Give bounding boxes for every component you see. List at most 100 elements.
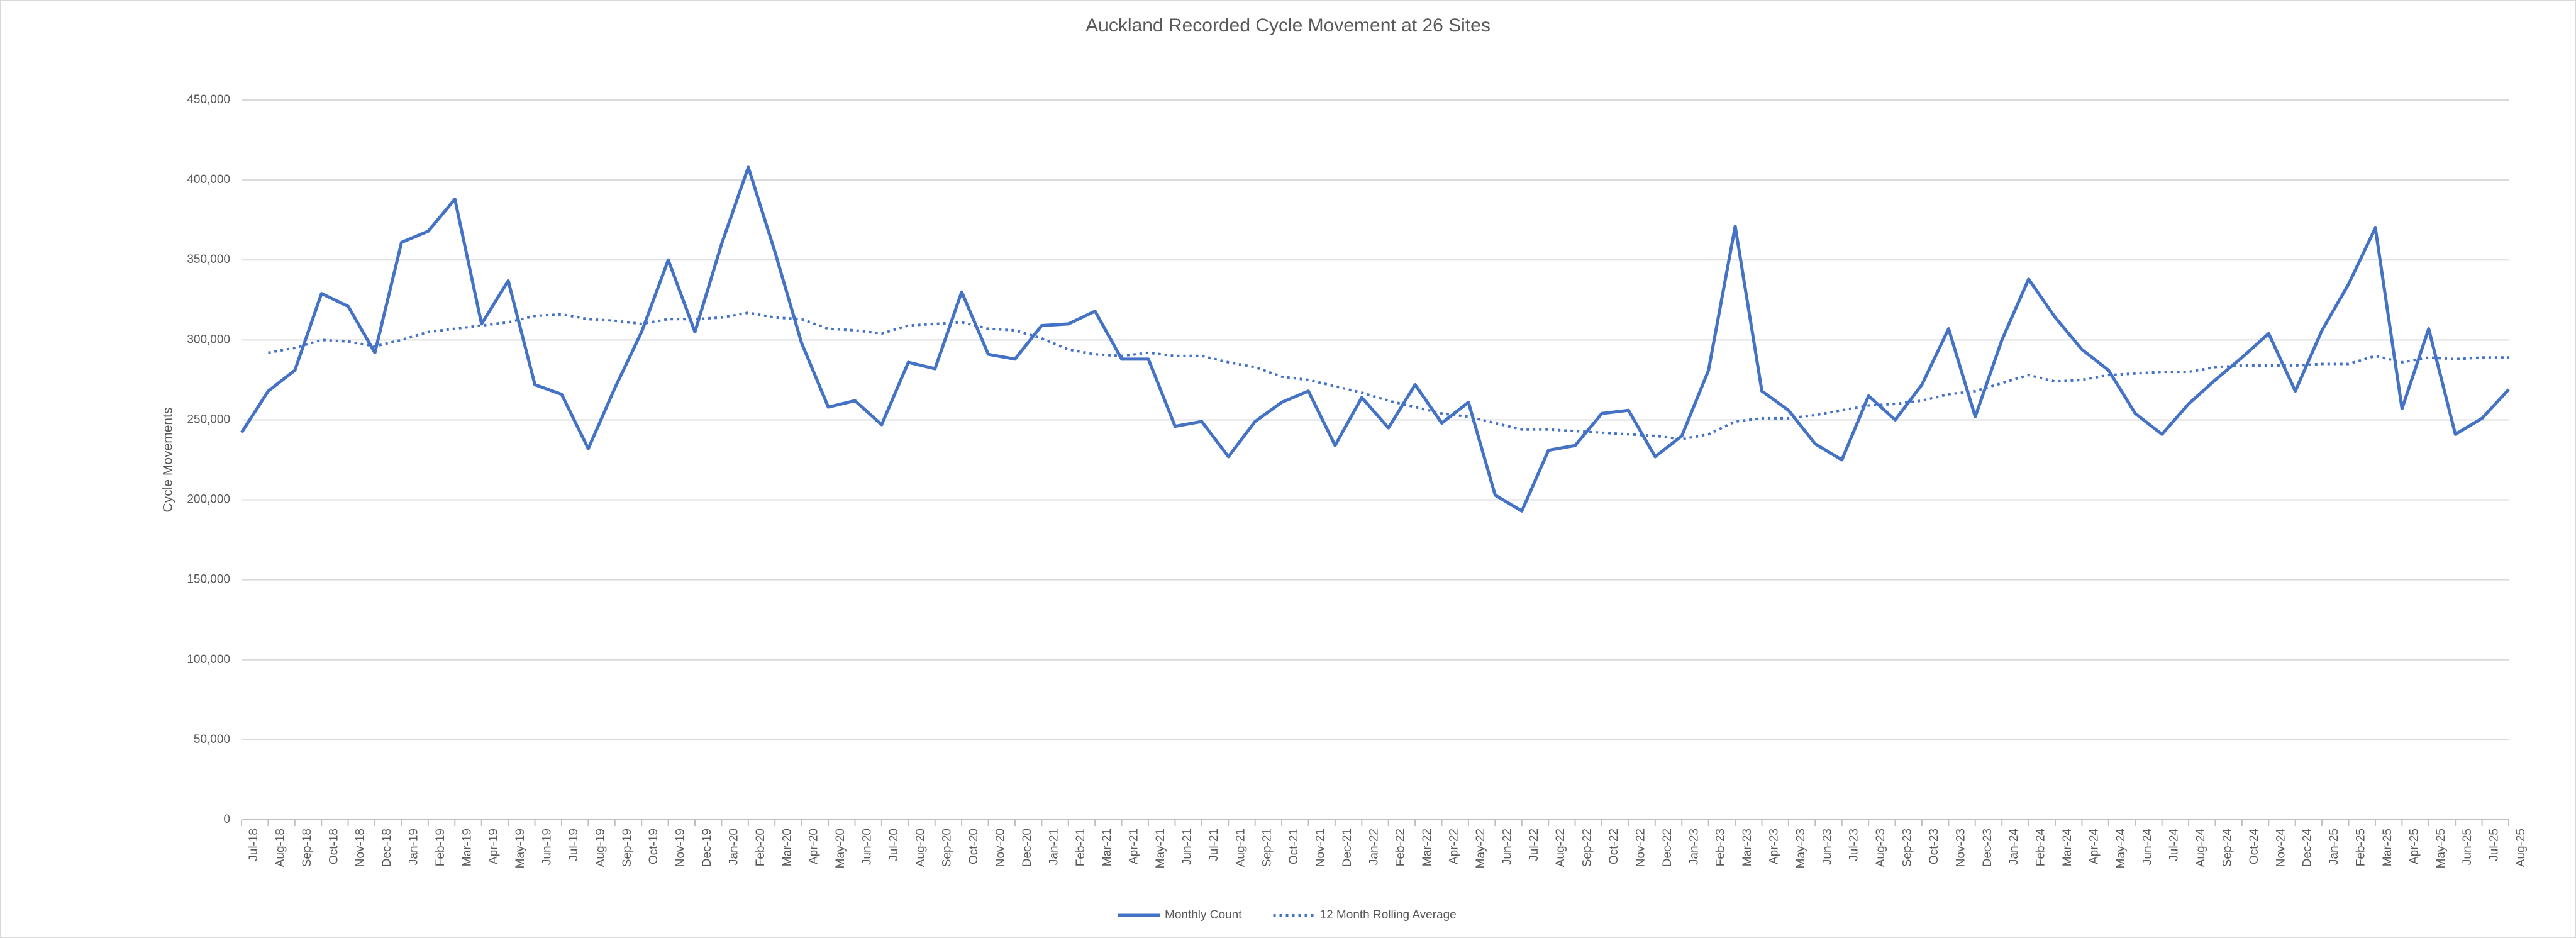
x-tick-label: Aug-18 xyxy=(274,829,287,867)
x-tick-label: May-22 xyxy=(1474,829,1487,868)
x-tick-label: Jan-19 xyxy=(407,829,420,865)
x-tick-label: Oct-22 xyxy=(1607,829,1621,864)
x-tick-label: Dec-19 xyxy=(701,829,714,867)
x-tick-label: Jul-20 xyxy=(887,829,901,861)
x-tick-label: Sep-18 xyxy=(301,829,314,867)
x-tick-label: Jul-19 xyxy=(567,829,580,861)
x-tick-label: Apr-21 xyxy=(1128,829,1141,864)
x-tick-label: Dec-20 xyxy=(1021,829,1034,867)
y-tick-label: 200,000 xyxy=(187,493,230,506)
x-tick-label: Oct-18 xyxy=(327,829,340,864)
x-tick-label: Mar-25 xyxy=(2381,829,2394,866)
x-tick-label: Feb-22 xyxy=(1394,829,1407,866)
x-tick-label: Jul-22 xyxy=(1528,829,1541,861)
x-tick-label: May-20 xyxy=(834,829,847,868)
x-tick-label: Aug-24 xyxy=(2194,829,2207,868)
x-tick-label: Feb-25 xyxy=(2355,829,2368,866)
x-tick-label: Sep-23 xyxy=(1901,829,1914,867)
x-tick-label: Nov-22 xyxy=(1634,829,1647,867)
x-tick-label: Feb-24 xyxy=(2035,829,2048,867)
x-tick-label: Apr-22 xyxy=(1448,829,1461,864)
x-tick-label: May-21 xyxy=(1154,829,1167,868)
x-tick-label: Oct-21 xyxy=(1287,829,1301,864)
x-tick-label: Nov-24 xyxy=(2274,829,2287,868)
x-tick-label: Jan-21 xyxy=(1047,829,1060,865)
x-tick-label: Dec-18 xyxy=(380,829,394,867)
x-tick-label: Oct-20 xyxy=(967,829,980,864)
x-tick-label: Jan-23 xyxy=(1687,829,1701,865)
y-tick-label: 50,000 xyxy=(194,733,230,746)
x-tick-label: Jul-21 xyxy=(1208,829,1221,861)
y-tick-label: 150,000 xyxy=(187,573,230,586)
legend-label: 12 Month Rolling Average xyxy=(1320,908,1457,922)
x-tick-label: Nov-20 xyxy=(994,829,1008,867)
x-tick-label: Jun-23 xyxy=(1821,829,1834,865)
x-tick-label: Nov-23 xyxy=(1954,829,1967,867)
data-line xyxy=(240,165,2510,513)
x-tick-label: Mar-22 xyxy=(1421,829,1434,866)
x-tick-label: Jul-24 xyxy=(2168,829,2181,861)
x-tick-label: May-19 xyxy=(514,829,527,868)
x-tick-label: Feb-20 xyxy=(754,829,767,866)
x-tick-label: Apr-24 xyxy=(2087,829,2101,864)
x-tick-label: Jun-19 xyxy=(541,829,554,865)
x-tick-label: Apr-19 xyxy=(487,829,501,864)
x-tick-label: Sep-24 xyxy=(2221,829,2234,868)
x-tick-label: Oct-19 xyxy=(647,829,660,864)
x-tick-label: Jan-24 xyxy=(2007,829,2021,866)
x-tick-label: Jun-24 xyxy=(2141,829,2154,866)
x-tick-label: Mar-21 xyxy=(1101,829,1114,866)
x-tick-label: Sep-19 xyxy=(621,829,634,867)
x-tick-label: Jan-20 xyxy=(727,829,740,865)
y-tick-label: 450,000 xyxy=(187,93,230,106)
x-tick-label: Jul-18 xyxy=(247,829,260,861)
x-tick-label: Dec-24 xyxy=(2301,829,2314,868)
data-line xyxy=(268,311,2509,440)
x-tick-label: Jan-25 xyxy=(2328,829,2341,865)
x-tick-label: Nov-18 xyxy=(354,829,367,867)
x-tick-label: Aug-25 xyxy=(2514,829,2528,867)
x-tick-label: Feb-23 xyxy=(1714,829,1728,866)
x-tick-label: Jun-25 xyxy=(2461,829,2474,865)
y-tick-label: 400,000 xyxy=(187,173,230,186)
x-tick-label: Feb-19 xyxy=(434,829,447,866)
x-tick-label: Sep-22 xyxy=(1581,829,1594,867)
x-tick-label: Dec-21 xyxy=(1341,829,1354,867)
x-tick-label: Jun-22 xyxy=(1501,829,1514,865)
x-tick-label: Mar-20 xyxy=(780,829,794,866)
x-tick-label: Dec-23 xyxy=(1981,829,1994,867)
x-tick-label: Jun-21 xyxy=(1180,829,1194,865)
y-tick-label: 300,000 xyxy=(187,333,230,346)
x-tick-label: Oct-23 xyxy=(1928,829,1941,864)
x-tick-label: Aug-20 xyxy=(914,829,927,867)
x-tick-label: Aug-23 xyxy=(1874,829,1887,867)
x-tick-label: Aug-19 xyxy=(594,829,607,867)
y-tick-label: 250,000 xyxy=(187,413,230,426)
x-tick-label: Apr-25 xyxy=(2407,829,2421,864)
x-tick-label: Mar-19 xyxy=(460,829,474,866)
x-tick-label: Dec-22 xyxy=(1661,829,1674,867)
x-tick-label: Aug-22 xyxy=(1554,829,1567,867)
x-tick-label: Oct-24 xyxy=(2248,829,2261,864)
x-tick-label: May-25 xyxy=(2434,829,2448,868)
x-tick-label: May-23 xyxy=(1794,829,1807,868)
x-tick-label: Sep-21 xyxy=(1261,829,1274,867)
chart-title: Auckland Recorded Cycle Movement at 26 S… xyxy=(1085,15,1491,36)
x-tick-label: May-24 xyxy=(2114,829,2128,869)
y-tick-label: 0 xyxy=(223,813,230,826)
x-tick-label: Jul-23 xyxy=(1848,829,1861,861)
x-tick-label: Mar-24 xyxy=(2061,829,2074,867)
y-tick-label: 350,000 xyxy=(187,253,230,266)
x-tick-label: Feb-21 xyxy=(1074,829,1087,866)
x-tick-label: Nov-19 xyxy=(674,829,687,867)
x-tick-label: Apr-23 xyxy=(1767,829,1780,864)
x-tick-label: Jun-20 xyxy=(860,829,874,865)
x-tick-label: Mar-23 xyxy=(1741,829,1754,866)
y-axis-title: Cycle Movements xyxy=(161,408,175,513)
x-tick-label: Apr-20 xyxy=(808,829,821,864)
x-tick-label: Aug-21 xyxy=(1234,829,1247,867)
x-tick-label: Jul-25 xyxy=(2488,829,2501,861)
y-tick-label: 100,000 xyxy=(187,653,230,666)
